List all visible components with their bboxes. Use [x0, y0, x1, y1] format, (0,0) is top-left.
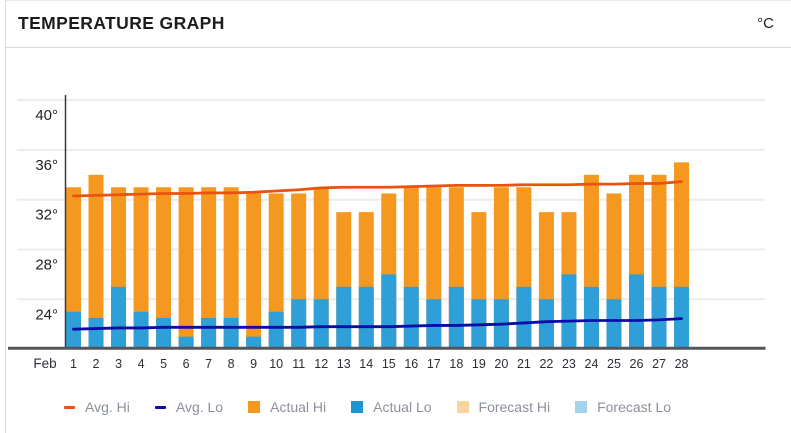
- bar-actual-lo-day-28[interactable]: [674, 286, 690, 348]
- legend-item-forecast-lo[interactable]: Forecast Lo: [575, 399, 671, 415]
- x-tick-label: 7: [205, 357, 212, 371]
- bar-actual-lo-day-5[interactable]: [156, 317, 172, 348]
- avg-lo-line: [72, 317, 683, 331]
- x-tick-label: 16: [404, 357, 418, 371]
- legend-label: Actual Lo: [373, 399, 432, 415]
- x-tick-label: 4: [138, 357, 145, 371]
- legend-item-forecast-hi[interactable]: Forecast Hi: [456, 399, 551, 415]
- x-tick-label: 12: [314, 357, 328, 371]
- x-tick-label: 27: [652, 357, 666, 371]
- x-tick-label: 6: [183, 357, 190, 371]
- x-tick-label: 1: [70, 357, 77, 371]
- unit-label: °C: [757, 15, 774, 32]
- bar-actual-lo-day-12[interactable]: [313, 299, 329, 348]
- x-tick-label: 8: [228, 357, 235, 371]
- bar-actual-hi-day-2[interactable]: [88, 174, 104, 348]
- avg-hi-line-swatch: [64, 405, 75, 409]
- bar-actual-hi-day-4[interactable]: [133, 187, 149, 348]
- x-tick-label: 13: [337, 357, 351, 371]
- x-tick-label: 2: [93, 357, 100, 371]
- bar-actual-lo-day-19[interactable]: [471, 299, 487, 348]
- bar-actual-lo-day-23[interactable]: [561, 274, 577, 348]
- bar-actual-lo-day-11[interactable]: [291, 299, 307, 348]
- bar-actual-lo-day-26[interactable]: [629, 274, 644, 348]
- chart-legend: Avg. Hi Avg. Lo Actual Hi Actual Lo Fore…: [64, 395, 671, 419]
- x-tick-label: 10: [269, 357, 283, 371]
- legend-label: Actual Hi: [270, 399, 327, 415]
- y-tick-label: 24°: [35, 306, 58, 323]
- panel-left-border: [5, 0, 6, 433]
- y-tick-label: 32°: [35, 207, 58, 224]
- bar-actual-lo-day-25[interactable]: [606, 299, 622, 348]
- month-label: Feb: [33, 356, 56, 371]
- x-tick-label: 24: [585, 357, 599, 371]
- x-tick-label: 17: [427, 357, 441, 371]
- legend-item-actual-hi[interactable]: Actual Hi: [248, 399, 326, 415]
- bar-actual-lo-day-27[interactable]: [651, 286, 667, 348]
- bar-actual-hi-day-7[interactable]: [201, 187, 217, 348]
- x-tick-label: 14: [359, 357, 373, 371]
- x-tick-label: 11: [292, 357, 305, 371]
- bar-actual-lo-day-10[interactable]: [268, 311, 284, 348]
- bar-actual-lo-day-9[interactable]: [246, 336, 262, 348]
- forecast-hi-swatch: [456, 401, 469, 413]
- forecast-lo-swatch: [575, 401, 588, 413]
- x-tick-label: 19: [472, 357, 486, 371]
- legend-item-avg-lo[interactable]: Avg. Lo: [154, 399, 224, 415]
- page-title: TEMPERATURE GRAPH: [18, 13, 225, 33]
- bar-actual-lo-day-16[interactable]: [403, 286, 419, 348]
- x-tick-label: 20: [494, 357, 508, 371]
- bar-actual-lo-day-3[interactable]: [111, 286, 127, 348]
- panel-header: TEMPERATURE GRAPH °C: [6, 0, 791, 48]
- bar-actual-lo-day-18[interactable]: [448, 286, 464, 348]
- x-tick-label: 5: [160, 357, 167, 371]
- bar-actual-hi-day-9[interactable]: [246, 193, 262, 348]
- y-tick-label: 36°: [35, 157, 58, 174]
- bar-actual-lo-day-21[interactable]: [516, 286, 532, 348]
- x-tick-label: 25: [607, 357, 621, 371]
- x-tick-label: 18: [449, 357, 463, 371]
- legend-label: Avg. Hi: [85, 399, 130, 415]
- legend-label: Avg. Lo: [175, 399, 224, 415]
- x-tick-label: 21: [517, 357, 531, 371]
- x-tick-label: 9: [250, 357, 257, 371]
- bar-actual-lo-day-14[interactable]: [358, 286, 374, 348]
- bar-actual-hi-day-10[interactable]: [268, 193, 284, 348]
- bar-actual-hi-day-5[interactable]: [156, 187, 172, 348]
- bar-actual-lo-day-13[interactable]: [336, 286, 352, 348]
- bar-actual-lo-day-7[interactable]: [201, 317, 217, 348]
- actual-hi-swatch: [248, 401, 261, 413]
- panel-top-border: [5, 0, 791, 1]
- bar-actual-lo-day-8[interactable]: [223, 317, 239, 348]
- legend-label: Forecast Hi: [478, 399, 551, 415]
- bar-actual-hi-day-8[interactable]: [223, 187, 239, 348]
- x-tick-label: 23: [562, 357, 576, 371]
- y-tick-label: 40°: [35, 107, 58, 124]
- x-tick-label: 3: [115, 357, 122, 371]
- bar-actual-hi-day-1[interactable]: [66, 187, 81, 348]
- bar-actual-hi-day-6[interactable]: [178, 187, 194, 348]
- x-tick-label: 22: [539, 357, 553, 371]
- avg-hi-line: [72, 180, 683, 198]
- legend-item-actual-lo[interactable]: Actual Lo: [351, 399, 432, 415]
- bar-actual-lo-day-24[interactable]: [583, 286, 599, 348]
- x-tick-label: 28: [675, 357, 689, 371]
- x-tick-label: 15: [382, 357, 396, 371]
- bar-actual-lo-day-22[interactable]: [538, 299, 554, 348]
- bar-actual-lo-day-15[interactable]: [381, 274, 397, 348]
- x-tick-label: 26: [630, 357, 644, 371]
- bar-actual-lo-day-6[interactable]: [178, 336, 194, 348]
- avg-lo-line-swatch: [154, 405, 166, 409]
- legend-label: Forecast Lo: [597, 399, 672, 415]
- legend-item-avg-hi[interactable]: Avg. Hi: [64, 399, 130, 415]
- y-tick-label: 28°: [35, 257, 58, 274]
- bar-actual-lo-day-17[interactable]: [426, 299, 442, 348]
- actual-lo-swatch: [351, 401, 364, 413]
- bar-actual-lo-day-4[interactable]: [133, 311, 149, 348]
- bar-actual-lo-day-2[interactable]: [88, 317, 104, 348]
